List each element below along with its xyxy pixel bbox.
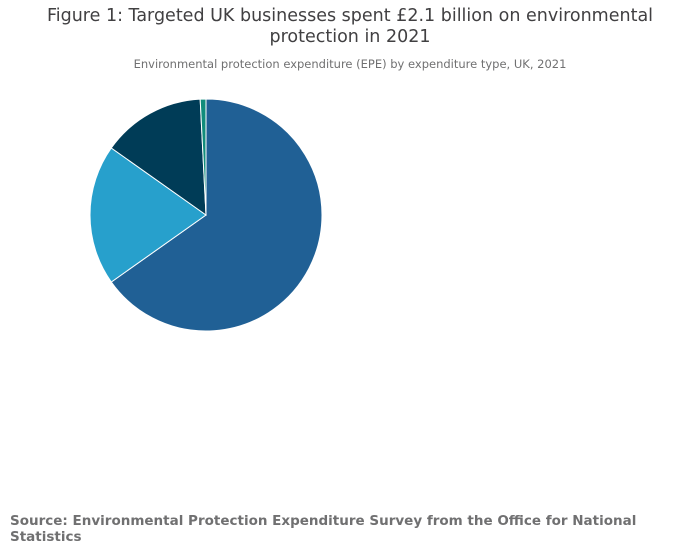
- pie-slice-2[interactable]: [89, 147, 207, 283]
- source-note: Source: Environmental Protection Expendi…: [10, 513, 637, 545]
- chart-title: Figure 1: Targeted UK businesses spent £…: [0, 6, 700, 48]
- chart-title-line-1: Figure 1: Targeted UK businesses spent £…: [46, 6, 654, 26]
- chart-subtitle: Environmental protection expenditure (EP…: [133, 57, 567, 71]
- pie-slice-4[interactable]: [199, 98, 207, 216]
- chart-title-line-2: protection in 2021: [269, 27, 431, 47]
- pie-slice-1[interactable]: [110, 98, 323, 332]
- pie-slice-3[interactable]: [110, 98, 207, 217]
